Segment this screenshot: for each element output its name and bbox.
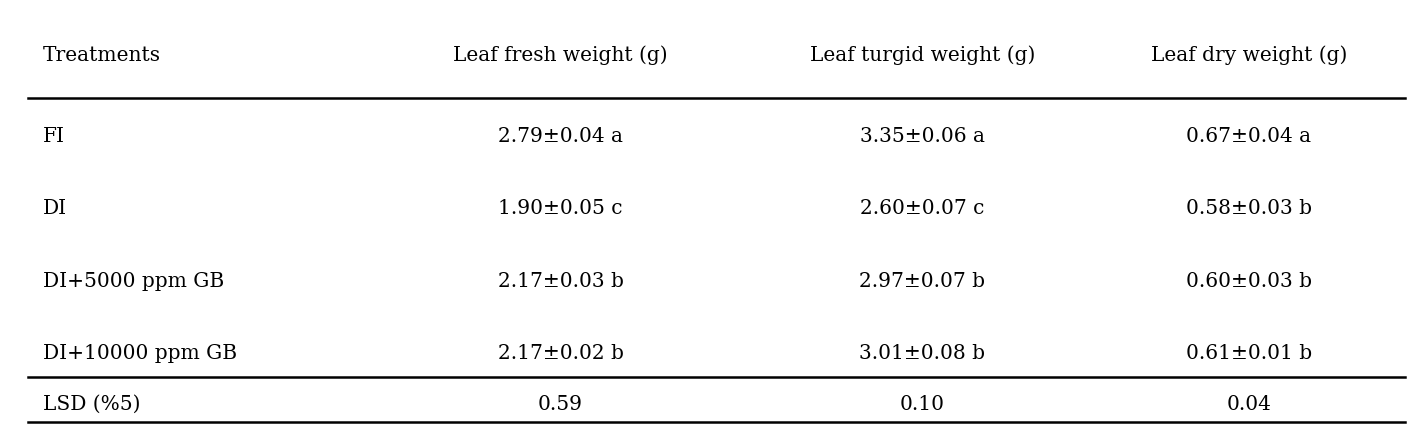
Text: DI+10000 ppm GB: DI+10000 ppm GB [43,344,237,363]
Text: 3.01±0.08 b: 3.01±0.08 b [860,344,985,363]
Text: Leaf dry weight (g): Leaf dry weight (g) [1151,46,1347,65]
Text: LSD (%5): LSD (%5) [43,395,140,414]
Text: DI+5000 ppm GB: DI+5000 ppm GB [43,272,224,291]
Text: 0.10: 0.10 [900,395,945,414]
Text: 1.90±0.05 c: 1.90±0.05 c [498,199,623,218]
Text: FI: FI [43,127,65,146]
Text: Treatments: Treatments [43,46,160,65]
Text: 2.17±0.03 b: 2.17±0.03 b [498,272,623,291]
Text: 0.04: 0.04 [1226,395,1271,414]
Text: 3.35±0.06 a: 3.35±0.06 a [860,127,985,146]
Text: 0.58±0.03 b: 0.58±0.03 b [1186,199,1311,218]
Text: Leaf turgid weight (g): Leaf turgid weight (g) [810,46,1034,65]
Text: 2.97±0.07 b: 2.97±0.07 b [860,272,985,291]
Text: 0.59: 0.59 [538,395,583,414]
Text: 0.67±0.04 a: 0.67±0.04 a [1186,127,1311,146]
Text: 2.17±0.02 b: 2.17±0.02 b [498,344,623,363]
Text: 2.79±0.04 a: 2.79±0.04 a [498,127,623,146]
Text: 0.61±0.01 b: 0.61±0.01 b [1186,344,1311,363]
Text: 0.60±0.03 b: 0.60±0.03 b [1186,272,1311,291]
Text: Leaf fresh weight (g): Leaf fresh weight (g) [453,46,668,65]
Text: DI: DI [43,199,67,218]
Text: 2.60±0.07 c: 2.60±0.07 c [860,199,985,218]
